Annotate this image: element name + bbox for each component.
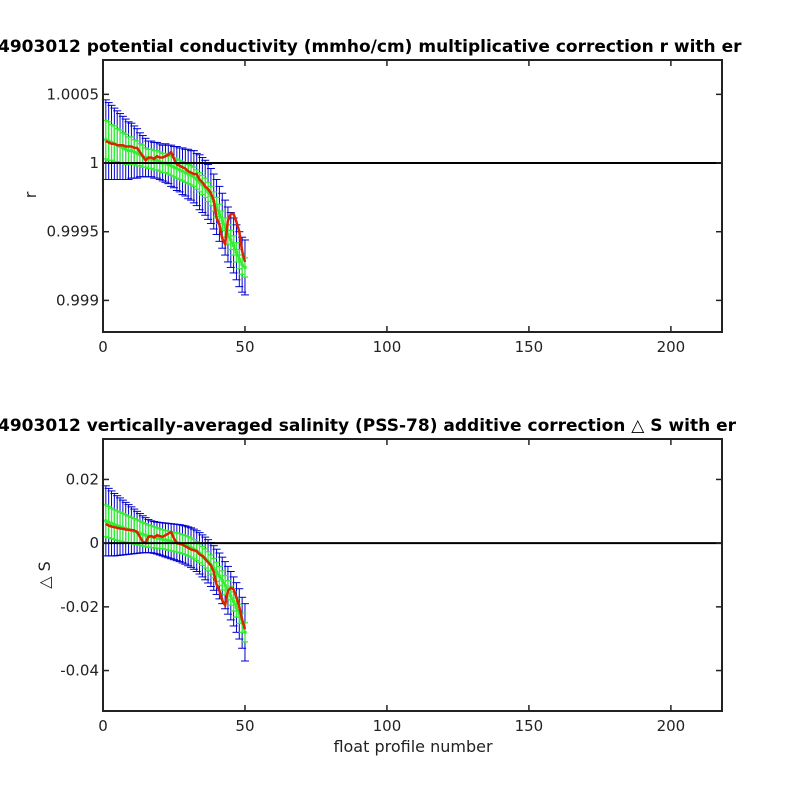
estimate-point [163,538,168,542]
x-tick-label: 200 [657,717,686,735]
estimate-point [129,148,134,153]
estimate-point [169,539,173,544]
x-tick-label: 150 [515,717,544,735]
y-tick-label: -0.02 [60,598,99,616]
y-axis-label: △ S [35,561,54,589]
estimate-point [121,146,125,150]
estimate-point [220,218,225,223]
estimate-point [126,148,131,153]
estimate-point [217,574,222,578]
x-tick-label: 0 [98,717,108,735]
estimate-point [169,163,173,168]
estimate-point [132,150,137,154]
y-tick-label: 0.02 [66,470,99,488]
y-tick-label: -0.04 [60,662,99,680]
x-axis-label: float profile number [333,737,493,756]
estimate-point [220,578,225,583]
axes-box [102,59,723,333]
estimate-point [143,533,148,537]
estimate-point [217,212,222,216]
y-tick-label: 0.9995 [47,223,100,241]
estimate-point [135,151,139,156]
estimate-point [243,630,247,635]
estimate-point [231,243,236,248]
plot-area: 0 50 100 150 200 0.999 0.9995 1 1.0005 [47,59,723,356]
plot-area: 0 50 100 150 200 -0.04 -0.02 0 0.02 [60,438,723,735]
estimate-point [186,172,190,176]
estimate-point [194,177,199,182]
estimate-point [237,257,242,261]
estimate-point [160,537,165,542]
estimate-point [172,165,176,169]
fit-line [105,139,247,263]
estimate-point [177,168,182,172]
estimate-point [234,605,239,610]
estimate-point [214,570,219,574]
estimate-point [234,250,239,255]
estimate-point [106,520,111,524]
x-tick-label: 100 [373,717,402,735]
x-tick-label: 150 [515,338,544,356]
estimate-point [140,532,145,537]
estimate-point [243,265,247,270]
estimate-point [223,583,227,587]
x-tick-label: 0 [98,338,108,356]
y-tick-label: 0.999 [56,291,99,309]
chart-title: 4903012 vertically-averaged salinity (PS… [0,416,737,436]
estimate-line [105,519,246,633]
estimate-point [183,170,188,175]
chart-title: 4903012 potential conductivity (mmho/cm)… [0,37,742,57]
y-tick-label: 1 [89,154,99,172]
estimate-point [228,238,233,242]
estimate-point [123,147,128,152]
estimate-point [104,519,108,523]
estimate-point [155,158,159,163]
estimate-point [109,521,114,526]
estimate-point [112,522,117,527]
estimate-point [231,599,236,604]
conductivity-correction-panel: 4903012 potential conductivity (mmho/cm)… [0,37,742,356]
estimate-point [228,593,233,598]
x-tick-label: 50 [235,717,254,735]
x-tick-label: 200 [657,338,686,356]
y-axis-label: r [21,191,40,198]
estimate-point [240,262,244,267]
axes-box [102,438,723,712]
estimate-point [157,536,162,541]
estimate-point [192,174,196,179]
estimate-point [180,169,185,174]
x-tick-label: 100 [373,338,402,356]
x-tick-label: 50 [235,338,254,356]
y-tick-label: 1.0005 [47,85,100,103]
fit-line [105,522,247,630]
salinity-correction-panel: 4903012 vertically-averaged salinity (PS… [0,416,737,756]
estimate-point [189,173,193,178]
y-tick-label: 0 [89,534,99,552]
estimate-point [166,538,171,543]
estimate-point [175,166,179,171]
